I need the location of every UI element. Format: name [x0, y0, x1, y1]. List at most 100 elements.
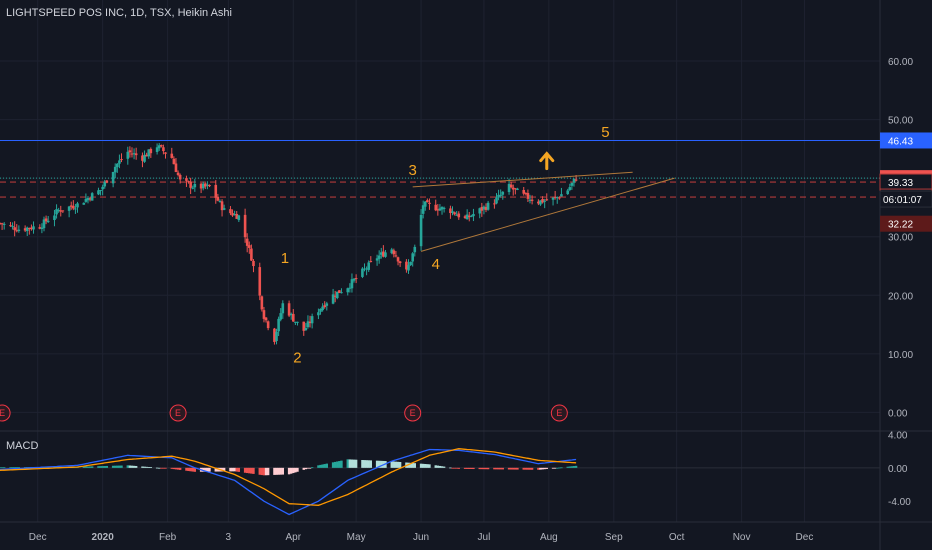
macd-histogram-bar: [572, 466, 576, 468]
candle-body: [162, 147, 165, 152]
candle-body: [250, 248, 253, 261]
candle-body: [499, 194, 502, 196]
candle-body: [379, 252, 383, 255]
candle-body: [365, 268, 368, 270]
wedge-lower-line: [420, 177, 675, 252]
candle-body: [206, 184, 209, 186]
macd-histogram-bar: [248, 467, 251, 474]
price-tick-label: 0.00: [888, 408, 908, 419]
macd-histogram-bar: [193, 467, 197, 472]
candle-body: [170, 153, 174, 158]
macd-histogram-bar: [233, 467, 236, 472]
macd-histogram-bar: [434, 465, 437, 468]
candle-body: [90, 193, 94, 201]
candle-body: [84, 198, 88, 202]
candle-body: [172, 158, 176, 165]
candle-body: [149, 148, 153, 154]
macd-histogram-bar: [0, 467, 2, 469]
macd-histogram-bar: [354, 459, 358, 468]
earnings-marker-circle: [550, 404, 568, 422]
candle-body: [245, 238, 249, 246]
candle-body: [484, 207, 488, 210]
candle-body: [509, 184, 513, 188]
macd-histogram-bar: [317, 465, 320, 468]
candle-body: [126, 151, 130, 159]
macd-histogram-bar: [132, 465, 136, 468]
candle-body: [486, 202, 490, 210]
earnings-marker[interactable]: E: [169, 404, 187, 422]
time-tick-label: Apr: [286, 532, 302, 543]
candle-body: [38, 227, 42, 229]
candle-body: [201, 183, 205, 189]
candle-body: [572, 178, 576, 183]
macd-histogram-bar: [449, 467, 452, 469]
macd-histogram-bar: [514, 467, 517, 470]
macd-histogram-bar: [277, 467, 280, 475]
price-badge-bg: [880, 132, 932, 149]
macd-histogram-bar: [369, 460, 372, 468]
macd-histogram-bar: [310, 467, 314, 469]
macd-tick-label: 0.00: [888, 464, 908, 475]
macd-histogram-bar: [13, 467, 16, 469]
candle-body: [247, 245, 251, 248]
price-badge-bg: [880, 215, 932, 232]
macd-histogram-bar: [222, 467, 226, 472]
price-tick-label: 30.00: [888, 233, 913, 244]
macd-histogram-bar: [560, 467, 563, 469]
macd-histogram-bar: [413, 463, 416, 468]
macd-histogram-bar: [499, 467, 502, 470]
candle-body: [57, 209, 60, 211]
earnings-marker[interactable]: E: [404, 404, 422, 422]
macd-label: MACD: [6, 440, 39, 452]
macd-histogram-bar: [331, 462, 335, 468]
macd-histogram-bar: [172, 467, 176, 470]
candle-body: [279, 313, 283, 320]
candle-body: [507, 183, 511, 193]
candle-body: [541, 199, 544, 203]
macd-histogram-bar: [149, 467, 153, 468]
macd-histogram-bar: [0, 467, 4, 469]
earnings-marker[interactable]: E: [550, 404, 568, 422]
candle-body: [132, 153, 136, 155]
candle-body: [176, 172, 180, 175]
candle-body: [17, 229, 21, 231]
macd-histogram-bar: [526, 467, 530, 470]
macd-histogram-bar: [553, 467, 557, 469]
macd-histogram-bar: [82, 466, 85, 468]
macd-histogram-bar: [338, 461, 341, 468]
macd-histogram-bar: [103, 466, 106, 468]
candle-body: [306, 321, 310, 328]
candle-body: [289, 313, 293, 316]
candle-body: [273, 328, 276, 342]
macd-histogram-bar: [118, 465, 121, 468]
macd-histogram-bar: [243, 467, 247, 473]
price-levels: [0, 139, 880, 198]
candle-body: [67, 206, 71, 211]
candle-body: [394, 255, 398, 257]
macd-histogram-bar: [465, 467, 469, 469]
earnings-marker[interactable]: E: [0, 404, 11, 422]
macd-histogram-bar: [442, 466, 446, 468]
candle-body: [296, 321, 299, 323]
macd-histogram-bar: [266, 467, 270, 476]
macd-histogram-bar: [287, 467, 291, 475]
candle-body: [331, 294, 335, 304]
candle-body: [220, 201, 224, 211]
candle-body: [208, 184, 211, 187]
candle-body: [11, 225, 14, 227]
macd-histogram-bar: [9, 467, 12, 469]
candle-body: [545, 199, 549, 201]
macd-histogram-bar: [438, 465, 442, 468]
candle-body: [566, 190, 570, 195]
macd-histogram-bar: [97, 466, 100, 468]
macd-histogram-bar: [84, 466, 88, 468]
macd-histogram-bar: [158, 467, 161, 469]
macd-histogram-bar: [340, 460, 343, 468]
candle-body: [346, 288, 350, 293]
candle-body: [61, 210, 65, 212]
candle-body: [111, 171, 115, 184]
macd-histogram-bar: [392, 461, 396, 468]
candle-body: [317, 312, 320, 316]
